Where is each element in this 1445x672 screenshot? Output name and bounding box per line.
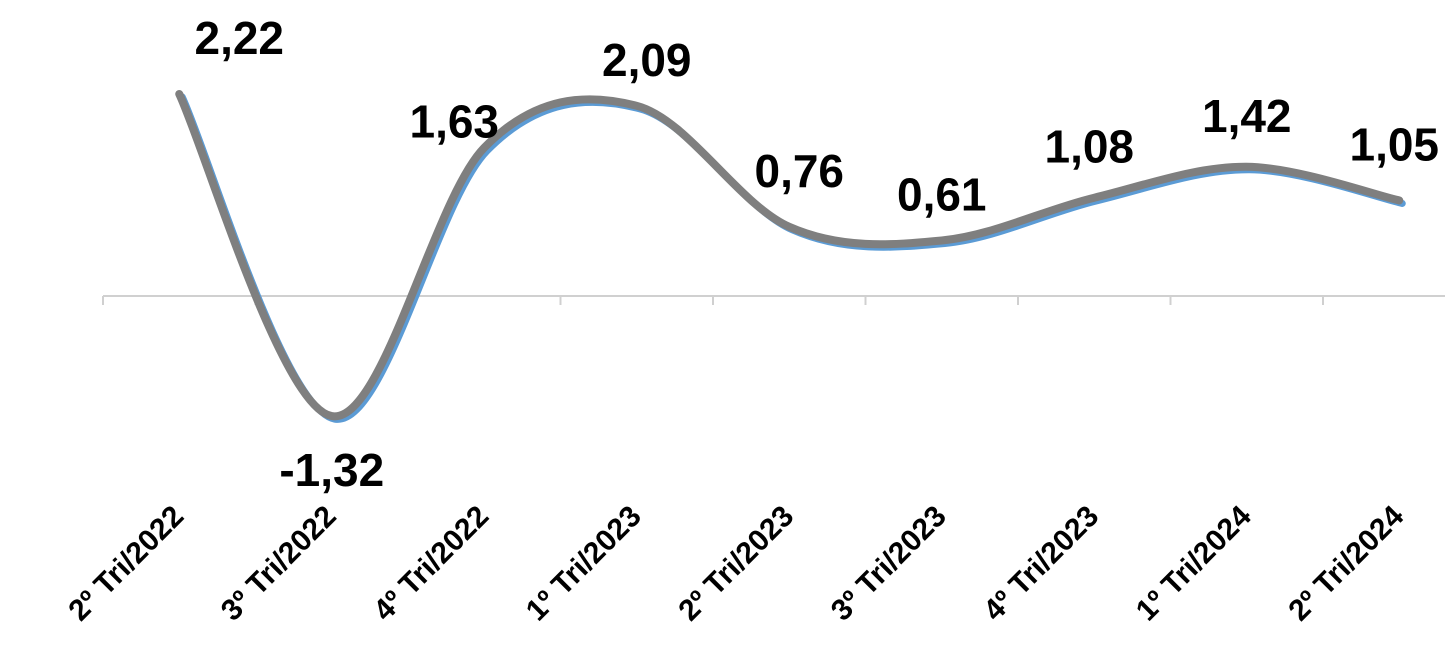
data-label: -1,32 xyxy=(279,444,384,496)
x-tick-label: 3º Tri/2022 xyxy=(215,500,343,628)
x-tick-label: 4º Tri/2022 xyxy=(367,500,495,628)
data-label: 2,22 xyxy=(194,12,284,64)
data-label: 0,61 xyxy=(897,168,987,220)
series-layer xyxy=(175,89,1406,423)
data-label: 0,76 xyxy=(754,145,844,197)
x-tick-label: 2º Tri/2022 xyxy=(62,500,190,628)
data-label: 1,42 xyxy=(1202,90,1292,142)
x-tick-label: 1º Tri/2023 xyxy=(520,500,648,628)
x-axis xyxy=(102,295,1445,305)
data-label: 1,63 xyxy=(409,96,499,148)
series-line xyxy=(175,89,1404,421)
data-labels: 2,22 -1,32 1,63 2,09 0,76 0,61 1,08 1,42 1,05 xyxy=(194,12,1439,496)
x-tick-labels: 2º Tri/2022 3º Tri/2022 4º Tri/2022 1º Tri/… xyxy=(62,499,1410,627)
x-tick-label: 3º Tri/2023 xyxy=(825,500,953,628)
x-tick-label: 1º Tri/2024 xyxy=(1130,499,1258,627)
x-tick-label: 2º Tri/2023 xyxy=(672,500,800,628)
data-label: 2,09 xyxy=(602,34,692,86)
data-label: 1,08 xyxy=(1044,121,1134,173)
x-tick-label: 2º Tri/2024 xyxy=(1282,499,1410,627)
data-label: 1,05 xyxy=(1349,118,1439,170)
x-tick-label: 4º Tri/2023 xyxy=(977,500,1105,628)
